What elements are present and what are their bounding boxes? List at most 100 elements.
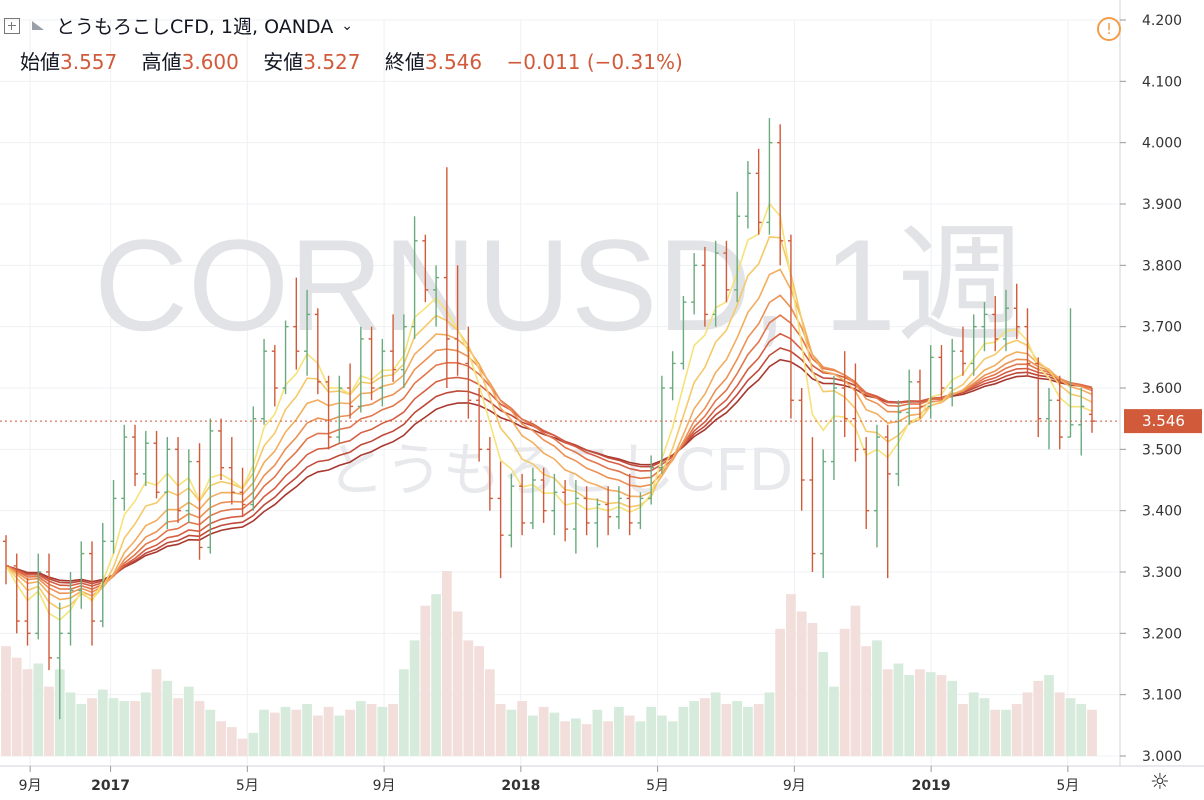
volume-bar	[194, 701, 205, 756]
volume-bar	[44, 686, 54, 756]
volume-bar	[431, 594, 441, 756]
ohlc-bar	[142, 430, 149, 487]
time-axis-bg	[0, 766, 1120, 800]
ohlc-bar	[755, 148, 762, 235]
high-label: 高値	[141, 50, 182, 74]
price-tick-label: 3.600	[1142, 381, 1182, 397]
volume-bar	[850, 605, 861, 756]
symbol-title[interactable]: とうもろこしCFD, 1週, OANDA	[56, 16, 334, 38]
flag-icon[interactable]	[32, 21, 44, 30]
ema-16-line	[5, 294, 1093, 595]
time-tick-label: 5月	[1056, 778, 1079, 794]
watermark-symbol: CORNUSD, 1週	[94, 212, 1026, 358]
ohlc-bar	[970, 314, 977, 376]
ohlc-bar	[486, 437, 493, 511]
volume-bar	[33, 663, 44, 756]
ohlc-bar	[390, 314, 397, 382]
ohlc-bar	[626, 473, 633, 536]
ohlc-bar	[562, 480, 569, 542]
ohlc-bar	[207, 418, 214, 554]
ohlc-bar	[411, 216, 418, 339]
volume-bar	[280, 706, 291, 756]
price-tick-label: 3.000	[1142, 749, 1182, 765]
price-tick-label: 4.000	[1142, 136, 1182, 152]
volume-bar	[366, 703, 377, 756]
ohlc-bar	[196, 443, 203, 560]
volume-bar	[463, 640, 474, 756]
volume-bar	[700, 698, 710, 756]
ohlc-bar	[830, 375, 837, 480]
volume-bar	[527, 715, 538, 756]
ohlc-bar	[798, 388, 805, 511]
price-tick-label: 3.900	[1142, 197, 1182, 213]
ohlc-bar	[497, 461, 504, 579]
volume-bar	[409, 640, 420, 756]
ohlc-bar	[110, 480, 117, 554]
ohlc-bar	[422, 234, 429, 303]
volume-bar	[882, 669, 893, 756]
ohlc-bar	[927, 345, 934, 419]
volume-bar	[237, 738, 248, 756]
volume-bar	[764, 692, 775, 756]
volume-bar	[603, 721, 614, 756]
volume-bar	[323, 706, 334, 756]
ohlc-bar	[261, 338, 268, 425]
symbol-header: とうもろこしCFD, 1週, OANDA ⌄	[4, 12, 353, 39]
volume-bar	[474, 646, 484, 756]
ohlc-bar	[959, 326, 966, 376]
volume-bar	[291, 709, 302, 756]
ema-8-line	[5, 236, 1093, 610]
ohlc-bar	[357, 326, 364, 413]
volume-bar	[302, 703, 312, 756]
volume-bar	[1011, 703, 1022, 756]
ohlc-bar	[884, 424, 891, 579]
volume-bar	[979, 698, 990, 756]
time-tick-label: 2017	[91, 778, 130, 794]
ohlc-bar	[454, 265, 461, 376]
watermark-name: とうもろこしCFD	[327, 436, 794, 504]
time-tick-label: 9月	[783, 778, 806, 794]
volume-bar	[958, 703, 968, 756]
volume-bar	[22, 669, 33, 756]
ohlc-bar	[132, 424, 139, 487]
ema-20-line	[5, 314, 1093, 590]
ohlc-bar	[1056, 375, 1063, 450]
time-tick-label: 2018	[501, 778, 540, 794]
volume-bar	[904, 675, 915, 756]
price-tick-label: 4.100	[1142, 74, 1182, 90]
volume-bar	[925, 672, 936, 756]
gear-icon[interactable]: ☼	[1150, 770, 1170, 795]
ohlc-bar	[766, 118, 773, 235]
ohlc-bar	[443, 167, 450, 388]
time-tick-label: 2019	[912, 778, 951, 794]
price-tick-label: 3.300	[1142, 565, 1182, 581]
volume-bar	[259, 709, 269, 756]
alert-icon[interactable]: !	[1097, 17, 1121, 41]
volume-bar	[538, 706, 549, 756]
ohlc-bar	[35, 553, 42, 640]
ohlc-bar	[3, 535, 9, 585]
ohlc-bar	[56, 602, 63, 720]
square-plus-icon[interactable]	[4, 17, 20, 34]
ema-25-line	[5, 332, 1093, 587]
volume-bar	[388, 703, 398, 756]
volume-bar	[775, 628, 786, 756]
volume-bar	[968, 692, 979, 756]
ohlc-bar	[325, 375, 332, 450]
volume-bar	[1, 646, 11, 756]
low-value: 3.527	[303, 50, 361, 74]
volume-bar	[65, 692, 76, 756]
volume-bar	[796, 611, 807, 756]
ohlc-bar	[809, 437, 816, 572]
ohlc-bar	[78, 541, 85, 609]
ohlc-bar	[691, 253, 698, 315]
ohlc-bar	[1035, 357, 1042, 438]
ohlc-bar	[228, 437, 235, 505]
ohlc-bar	[777, 124, 784, 266]
ohlc-bar	[1013, 283, 1020, 339]
volume-bar	[97, 689, 108, 756]
volume-bar	[484, 669, 495, 756]
chevron-down-icon[interactable]: ⌄	[341, 17, 353, 34]
price-tick-label: 3.200	[1142, 626, 1182, 642]
